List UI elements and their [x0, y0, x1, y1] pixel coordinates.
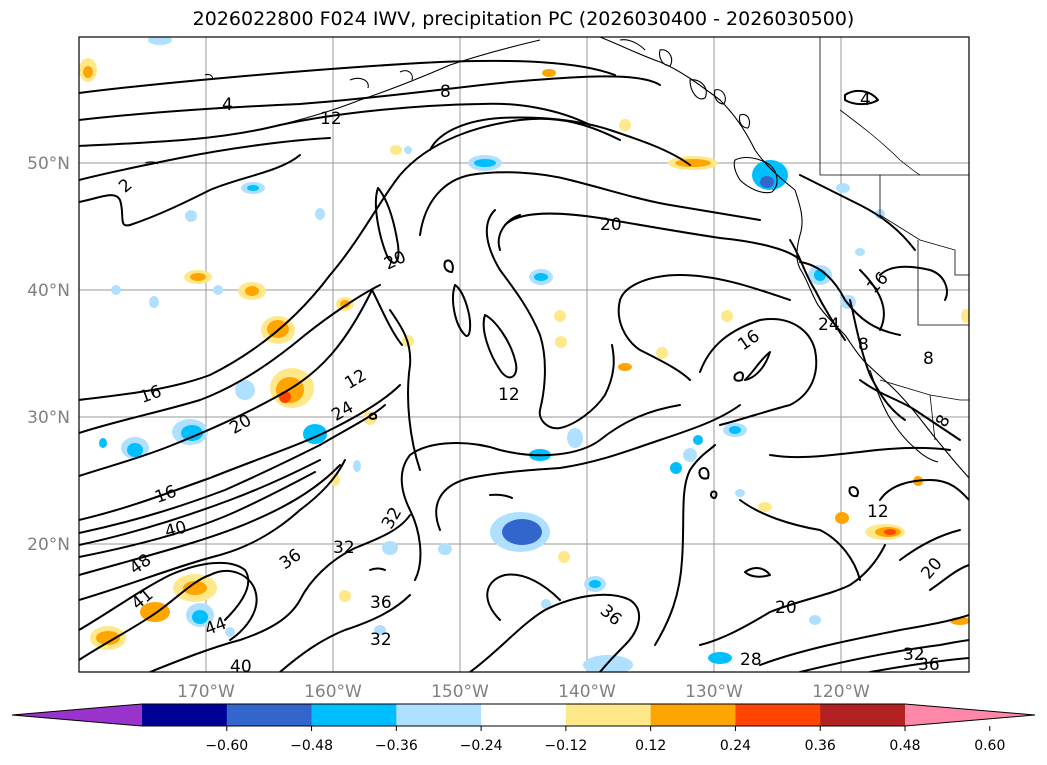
contour-label: 24: [818, 315, 840, 335]
contour-label: 28: [740, 650, 762, 670]
colorbar-tick-label: 0.48: [889, 738, 920, 754]
coastlines: [144, 37, 969, 479]
colorbar-tick-label: −0.60: [205, 738, 248, 754]
lon-label: 160°W: [304, 682, 362, 702]
latitude-labels: 50°N 40°N 30°N 20°N: [27, 154, 70, 555]
borders: [819, 37, 969, 441]
contour-label: 4: [222, 95, 233, 115]
colorbar-tick-label: −0.24: [460, 738, 503, 754]
colorbar-tick-label: −0.12: [544, 738, 587, 754]
colorbar-tick-label: 0.12: [635, 738, 666, 754]
colorbar-swatch: [226, 704, 313, 726]
contour-label: 32: [903, 645, 925, 665]
colorbar-swatch: [142, 704, 228, 726]
colorbar-extend-max: [905, 704, 1035, 726]
contour-label: 12: [320, 109, 342, 129]
map-frame: [78, 36, 970, 673]
lat-label: 20°N: [27, 535, 70, 555]
lon-label: 150°W: [431, 682, 489, 702]
colorbar-tick-label: 0.24: [720, 738, 751, 754]
colorbar: −0.60 −0.48 −0.36 −0.24 −0.12 0.12 0.24 0.36 0.4…: [11, 703, 1036, 754]
colorbar-swatch: [396, 704, 482, 726]
colorbar-ticks: −0.60 −0.48 −0.36 −0.24 −0.12 0.12 0.24 0.36 0.4…: [205, 726, 1005, 754]
colorbar-swatch: [565, 704, 652, 726]
colorbar-swatch: [735, 704, 821, 726]
colorbar-swatch: [820, 704, 906, 726]
contour-label: 20: [600, 215, 622, 235]
colorbar-swatch: [481, 704, 567, 726]
colorbar-swatch: [650, 704, 736, 726]
contour-label: 12: [498, 385, 520, 405]
colorbar-swatches: [11, 703, 1036, 727]
contour-label: 8: [440, 82, 451, 102]
colorbar-tick-label: 0.36: [805, 738, 836, 754]
lat-label: 40°N: [27, 281, 70, 301]
lon-label: 130°W: [685, 682, 743, 702]
colorbar-outline: [11, 703, 1036, 727]
longitude-labels: 170°W 160°W 150°W 140°W 130°W 120°W: [177, 682, 870, 702]
map-title: 2026022800 F024 IWV, precipitation PC (2…: [192, 8, 855, 30]
contour-label: 4: [860, 90, 871, 110]
lon-label: 140°W: [558, 682, 616, 702]
contour-label: 32: [333, 538, 355, 558]
contour-label: 8: [858, 335, 869, 355]
lat-label: 30°N: [27, 408, 70, 428]
contour-label: 12: [867, 502, 889, 522]
contour-label: 8: [923, 349, 934, 369]
contour-label: 20: [775, 598, 797, 618]
contour-label: 32: [370, 630, 392, 650]
colorbar-tick-label: 0.60: [974, 738, 1005, 754]
map-area: [79, 37, 969, 672]
contour-label: 36: [370, 593, 392, 613]
contour-label: 36: [918, 655, 940, 675]
lon-label: 170°W: [177, 682, 235, 702]
lat-label: 50°N: [27, 154, 70, 174]
colorbar-tick-label: −0.48: [290, 738, 333, 754]
contour-label: 40: [230, 657, 252, 677]
lon-label: 120°W: [812, 682, 870, 702]
colorbar-extend-min: [12, 704, 142, 726]
colorbar-swatch: [311, 704, 397, 726]
gridlines: [79, 37, 969, 672]
colorbar-tick-label: −0.36: [375, 738, 418, 754]
